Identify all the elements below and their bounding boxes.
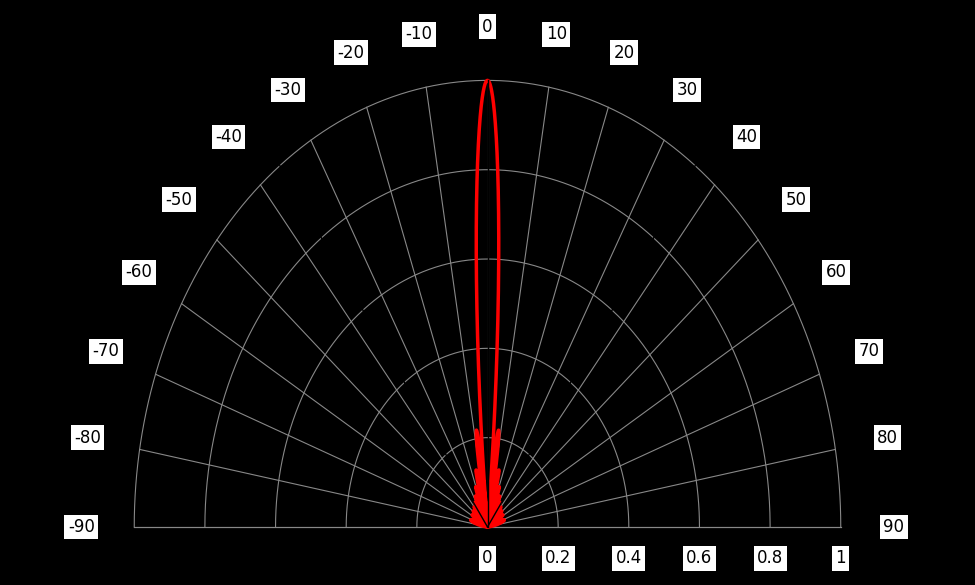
Text: 10: 10 — [546, 25, 566, 43]
Text: 60: 60 — [826, 263, 846, 281]
Text: 0.6: 0.6 — [686, 549, 713, 567]
Text: -50: -50 — [166, 191, 192, 209]
Text: 40: 40 — [736, 128, 757, 146]
Text: 90: 90 — [883, 518, 904, 536]
Text: 0.2: 0.2 — [545, 549, 571, 567]
Text: -40: -40 — [215, 128, 242, 146]
Text: -10: -10 — [406, 25, 432, 43]
Text: -60: -60 — [126, 263, 152, 281]
Text: 0: 0 — [483, 549, 492, 567]
Text: -90: -90 — [68, 518, 95, 536]
Text: 0: 0 — [483, 18, 492, 36]
Text: 20: 20 — [613, 44, 635, 62]
Text: 0.8: 0.8 — [757, 549, 783, 567]
Text: 1: 1 — [836, 549, 846, 567]
Text: -70: -70 — [93, 342, 119, 360]
Text: -30: -30 — [274, 81, 301, 99]
Text: 50: 50 — [786, 191, 806, 209]
Text: 30: 30 — [677, 81, 698, 99]
Text: 80: 80 — [878, 429, 898, 447]
Text: -80: -80 — [74, 429, 100, 447]
Text: 0.4: 0.4 — [615, 549, 642, 567]
Text: -20: -20 — [337, 44, 365, 62]
Text: 70: 70 — [859, 342, 879, 360]
